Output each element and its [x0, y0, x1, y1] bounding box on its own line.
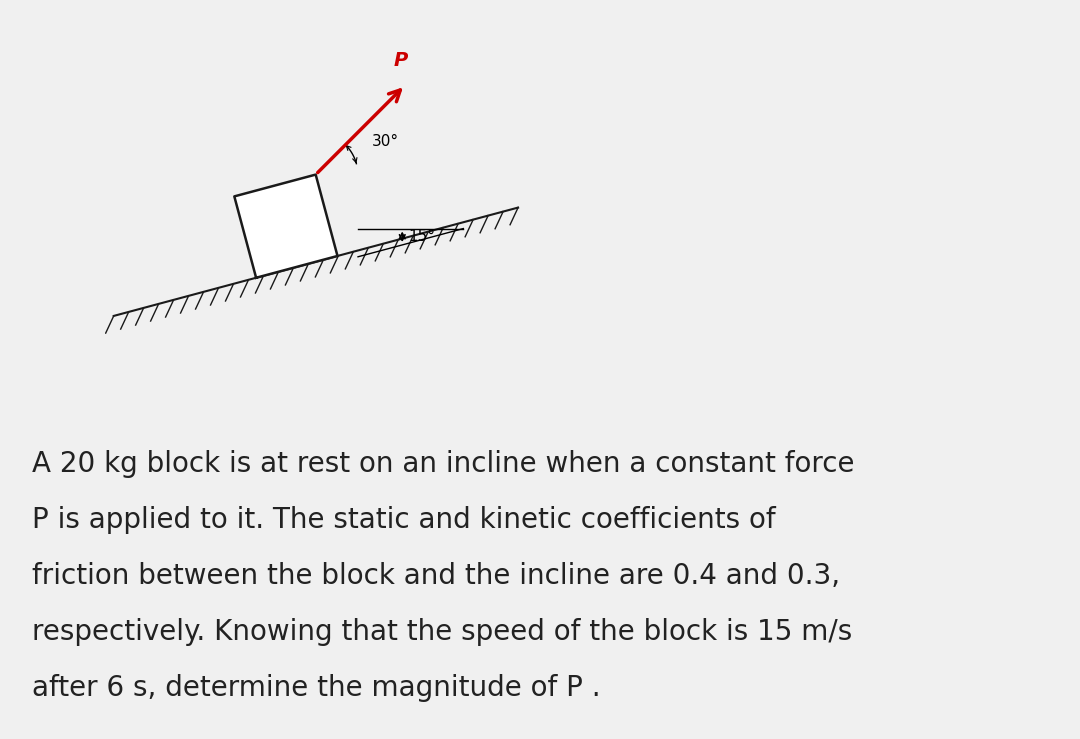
- Polygon shape: [234, 174, 337, 278]
- Text: P: P: [394, 52, 408, 70]
- Text: after 6 s, determine the magnitude of P .: after 6 s, determine the magnitude of P …: [32, 674, 600, 702]
- Text: 15°: 15°: [408, 229, 435, 245]
- Text: A 20 kg block is at rest on an incline when a constant force: A 20 kg block is at rest on an incline w…: [32, 450, 854, 478]
- Text: friction between the block and the incline are 0.4 and 0.3,: friction between the block and the incli…: [32, 562, 840, 590]
- Text: respectively. Knowing that the speed of the block is 15 m/s: respectively. Knowing that the speed of …: [32, 618, 852, 646]
- Text: 30°: 30°: [373, 134, 400, 149]
- Text: P is applied to it. The static and kinetic coefficients of: P is applied to it. The static and kinet…: [32, 506, 775, 534]
